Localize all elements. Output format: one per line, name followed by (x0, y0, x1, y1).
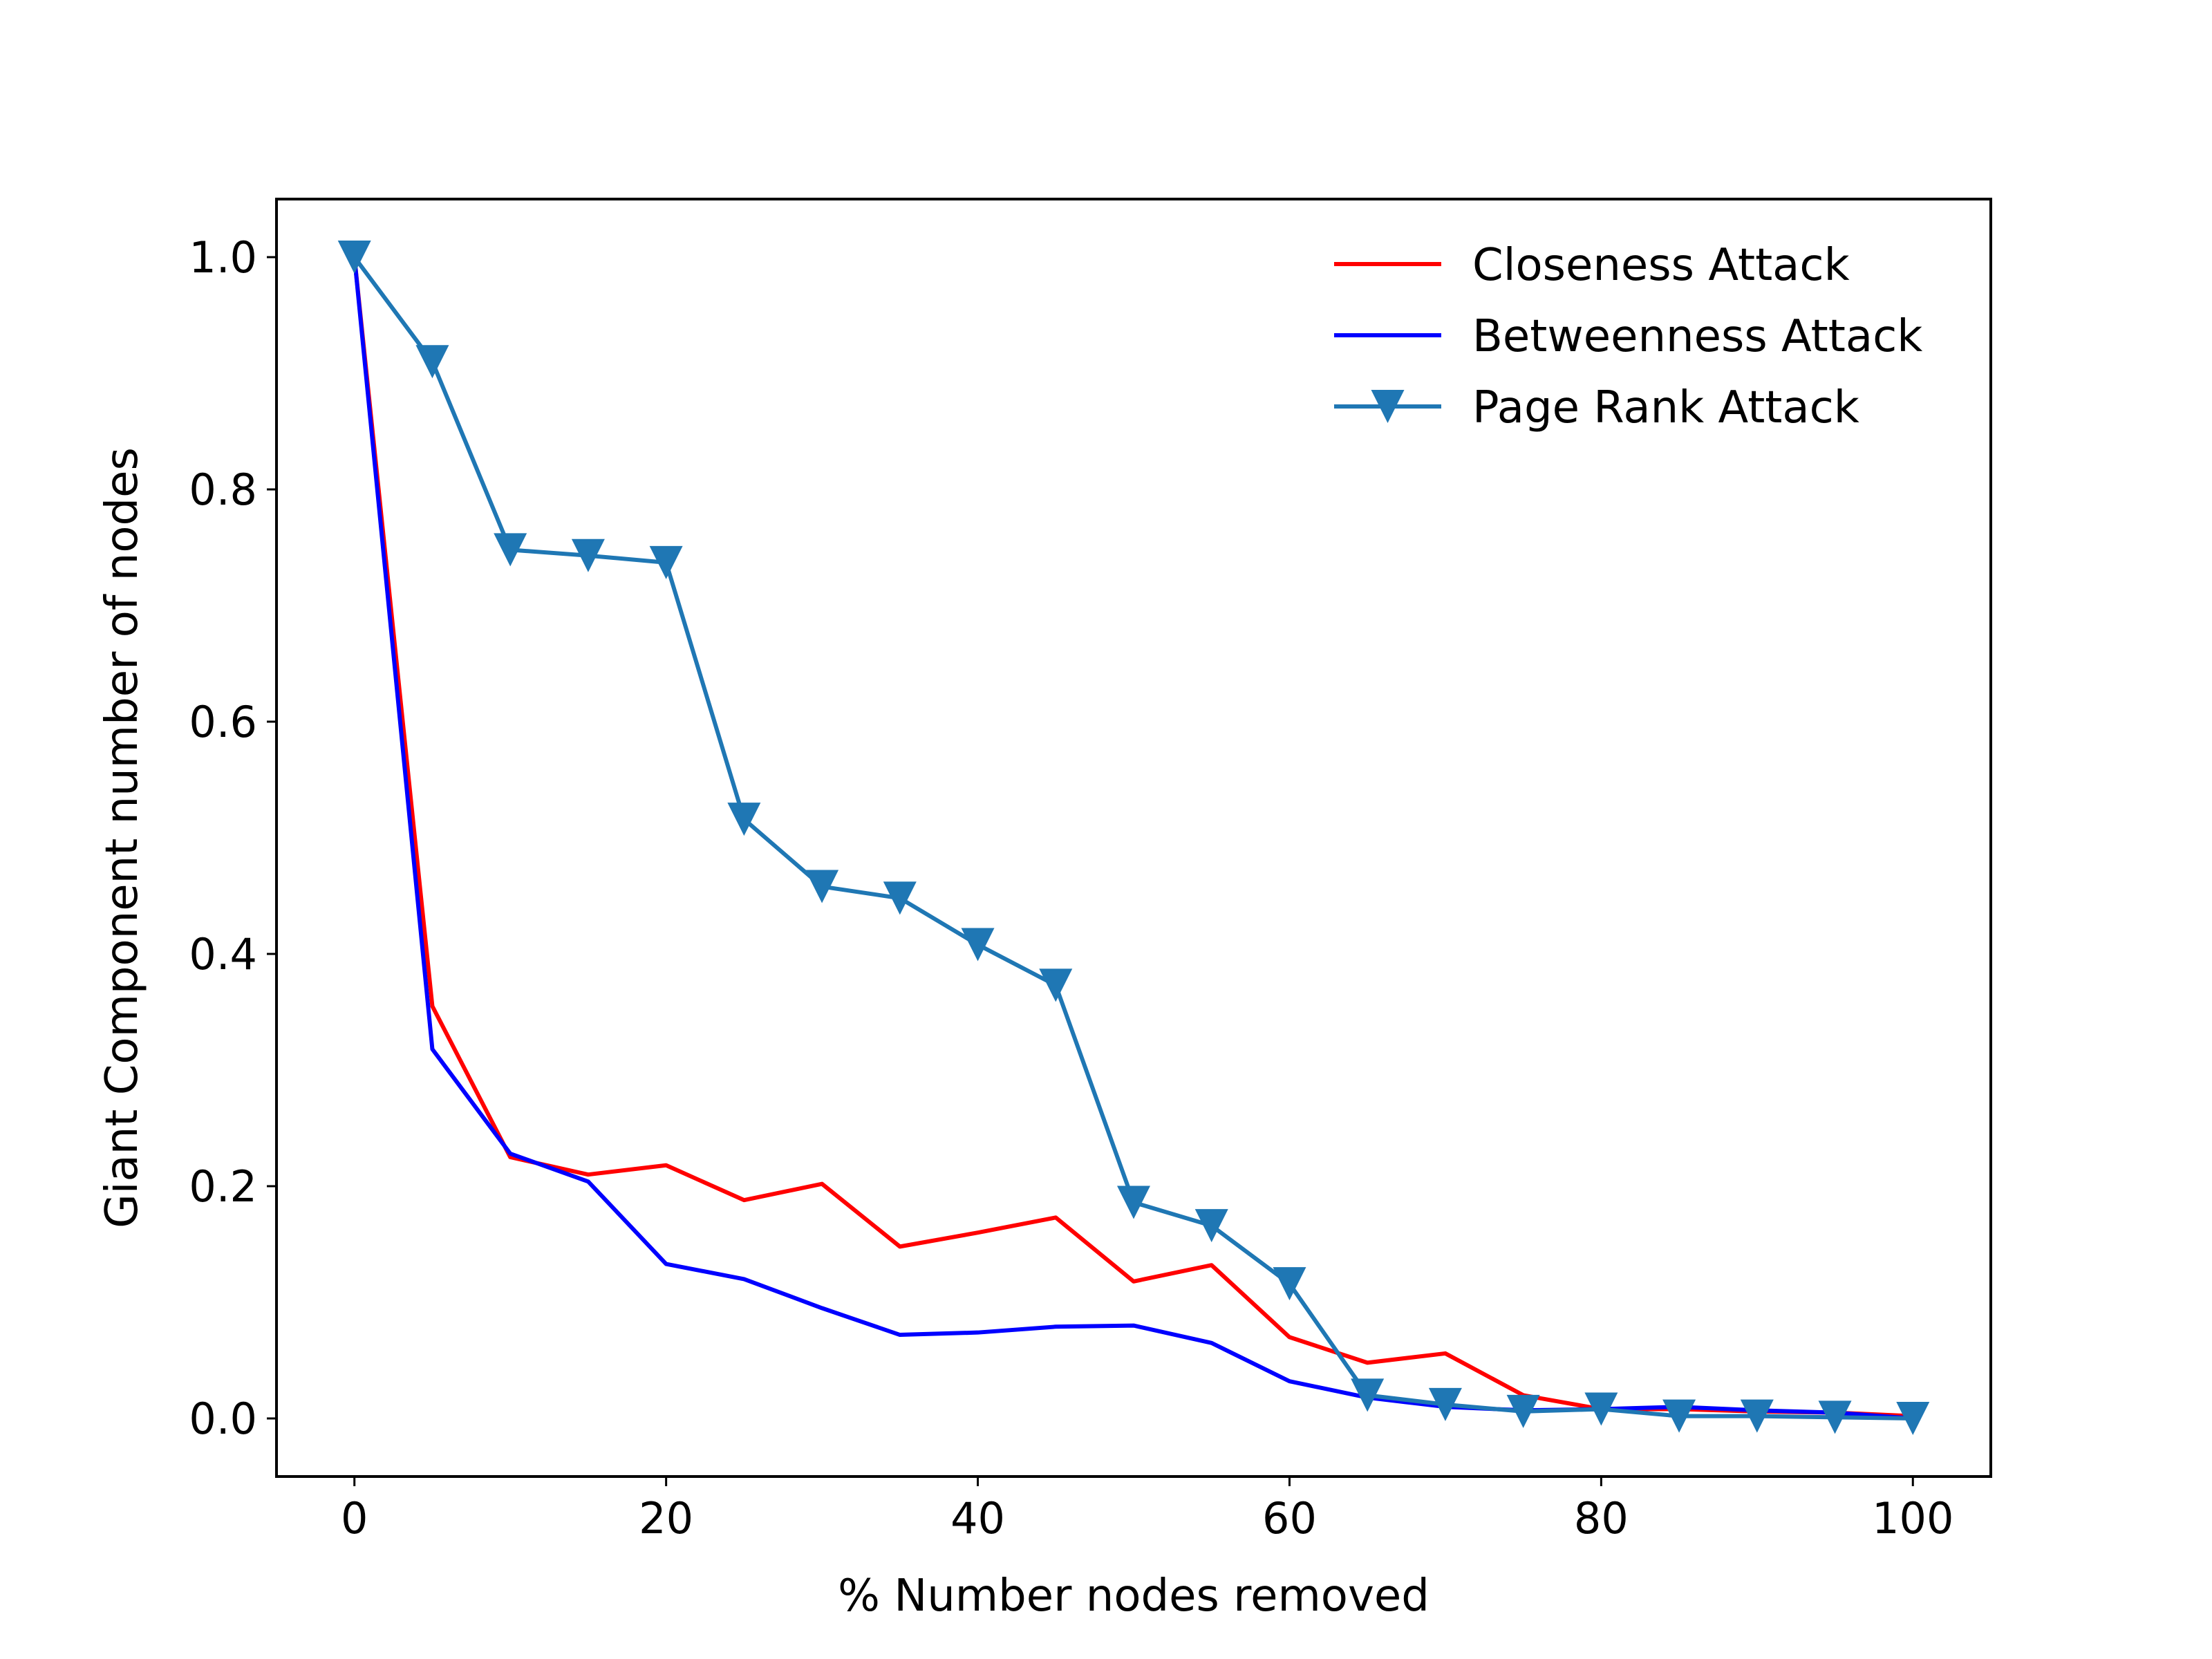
y-tick-label: 0.6 (189, 697, 257, 747)
series-marker (1662, 1399, 1696, 1433)
series-marker (1351, 1378, 1385, 1412)
legend-label: Page Rank Attack (1472, 382, 1859, 433)
series-marker (961, 928, 995, 962)
series-marker (1273, 1267, 1306, 1301)
series-marker (415, 345, 449, 379)
y-tick-label: 0.2 (189, 1161, 257, 1212)
x-tick-label: 60 (1262, 1493, 1317, 1544)
x-tick-label: 40 (950, 1493, 1005, 1544)
y-tick-label: 0.4 (189, 929, 257, 980)
x-tick-label: 20 (639, 1493, 693, 1544)
x-axis-label: % Number nodes removed (838, 1571, 1430, 1622)
series-marker (805, 870, 839, 903)
y-tick-label: 0.0 (189, 1394, 257, 1444)
x-tick-label: 0 (341, 1493, 368, 1544)
y-tick-label: 1.0 (189, 232, 257, 283)
y-axis-label: Giant Component number of nodes (97, 447, 148, 1228)
legend-label: Closeness Attack (1472, 240, 1850, 291)
series-marker (1194, 1209, 1228, 1243)
x-tick-label: 100 (1872, 1493, 1953, 1544)
plot-frame (275, 198, 1992, 1478)
series-marker (571, 538, 605, 572)
series-marker (1896, 1402, 1930, 1435)
legend-marker (1371, 390, 1405, 423)
series-marker (494, 533, 527, 567)
y-axis: 0.0 0.2 0.4 0.6 0.8 1.0 (189, 232, 276, 1444)
series-marker (337, 241, 371, 274)
series-line-1 (352, 254, 1915, 1421)
series-marker (1584, 1392, 1618, 1426)
series-layer (337, 241, 1930, 1435)
x-axis: 0 20 40 60 80 100 (341, 1477, 1953, 1544)
y-tick-label: 0.8 (189, 465, 257, 515)
x-tick-label: 80 (1574, 1493, 1629, 1544)
series-marker (1428, 1387, 1462, 1421)
legend-label: Betweenness Attack (1472, 311, 1922, 362)
series-marker (649, 545, 683, 579)
series-marker (883, 881, 917, 915)
series-marker (1039, 968, 1073, 1002)
legend: Closeness Attack Betweenness Attack Page R… (1334, 240, 1922, 433)
series-marker (1117, 1185, 1150, 1219)
series-marker (1818, 1400, 1852, 1434)
series-marker (727, 803, 761, 836)
series-marker (1506, 1394, 1540, 1428)
series-marker (1740, 1399, 1774, 1433)
